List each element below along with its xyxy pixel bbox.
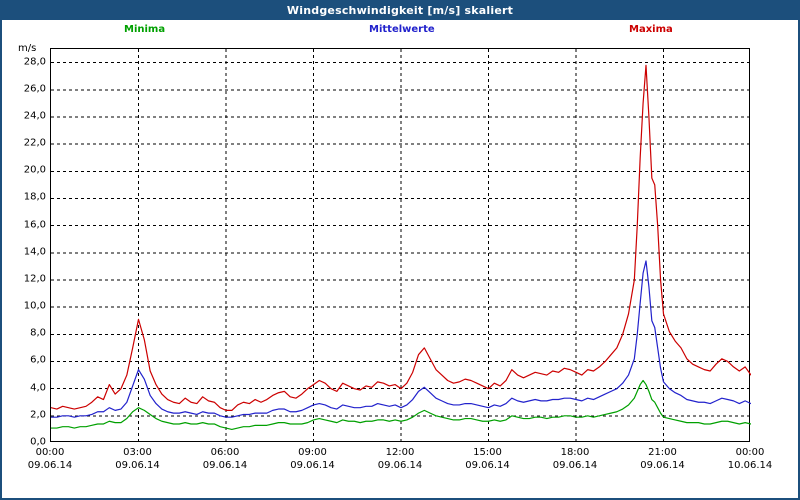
chart-legend: Minima Mittelwerte Maxima <box>2 24 798 38</box>
y-axis-tick-label: 22,0 <box>23 137 46 149</box>
x-tick-time: 15:00 <box>473 447 502 458</box>
x-tick-time: 03:00 <box>123 447 152 458</box>
y-axis-tick-label: 28,0 <box>23 56 46 68</box>
x-axis-tick-label: 00:00 09.06.14 <box>20 446 80 472</box>
x-tick-date: 09.06.14 <box>465 460 510 471</box>
x-tick-time: 12:00 <box>385 447 415 458</box>
x-axis-tick-label: 03:00 09.06.14 <box>108 446 168 472</box>
y-axis-tick-label: 24,0 <box>23 110 46 122</box>
x-axis-tick-label: 21:00 09.06.14 <box>633 446 693 472</box>
x-tick-date: 09.06.14 <box>377 460 423 471</box>
y-axis-tick-label: 10,0 <box>23 300 46 312</box>
x-axis-tick-label: 18:00 09.06.14 <box>545 446 605 472</box>
x-tick-date: 09.06.14 <box>290 460 335 471</box>
x-axis-tick-label: 15:00 09.06.14 <box>458 446 518 472</box>
x-tick-time: 21:00 <box>648 447 677 458</box>
x-tick-date: 09.06.14 <box>202 460 248 471</box>
x-axis-tick-label: 09:00 09.06.14 <box>283 446 343 472</box>
y-axis-tick-label: 16,0 <box>23 219 46 231</box>
y-axis-labels: 0,0 2,0 4,0 6,0 8,0 10,0 12,0 14,0 16,0 18,0 20,0 2… <box>2 48 46 447</box>
x-tick-time: 00:00 <box>35 447 65 458</box>
y-axis-tick-label: 18,0 <box>23 191 46 203</box>
y-axis-unit-label: m/s <box>18 43 37 54</box>
y-axis-tick-label: 14,0 <box>23 246 46 258</box>
x-axis-labels: 00:00 09.06.14 03:00 09.06.14 06:00 09.06.14 0… <box>2 446 798 486</box>
legend-item-maxima: Maxima <box>629 24 673 35</box>
x-tick-time: 06:00 <box>210 447 240 458</box>
x-tick-time: 00:00 <box>735 447 765 458</box>
y-axis-tick-label: 8,0 <box>30 327 46 339</box>
x-axis-tick-label: 06:00 09.06.14 <box>195 446 255 472</box>
x-tick-date: 09.06.14 <box>27 460 73 471</box>
plot-frame <box>50 48 751 443</box>
x-tick-date: 09.06.14 <box>552 460 598 471</box>
x-tick-date: 10.06.14 <box>727 460 773 471</box>
window-title-bar: Windgeschwindigkeit [m/s] skaliert <box>2 2 798 20</box>
legend-item-mittelwerte: Mittelwerte <box>369 24 435 35</box>
y-axis-tick-label: 12,0 <box>23 273 46 285</box>
y-axis-tick-label: 26,0 <box>23 83 46 95</box>
legend-item-minima: Minima <box>124 24 166 35</box>
plot-area <box>50 48 751 443</box>
x-tick-time: 18:00 <box>560 447 590 458</box>
y-axis-tick-label: 20,0 <box>23 164 46 176</box>
x-tick-time: 09:00 <box>298 447 327 458</box>
y-axis-tick-label: 6,0 <box>30 354 46 366</box>
x-axis-tick-label: 12:00 09.06.14 <box>370 446 430 472</box>
x-axis-tick-label: 00:00 10.06.14 <box>720 446 780 472</box>
y-axis-tick-label: 2,0 <box>30 409 46 421</box>
x-tick-date: 09.06.14 <box>640 460 685 471</box>
x-tick-date: 09.06.14 <box>115 460 160 471</box>
y-axis-tick-label: 0,0 <box>30 436 46 448</box>
y-axis-tick-label: 4,0 <box>30 382 46 394</box>
window-title: Windgeschwindigkeit [m/s] skaliert <box>286 4 514 17</box>
chart-svg <box>51 49 751 443</box>
